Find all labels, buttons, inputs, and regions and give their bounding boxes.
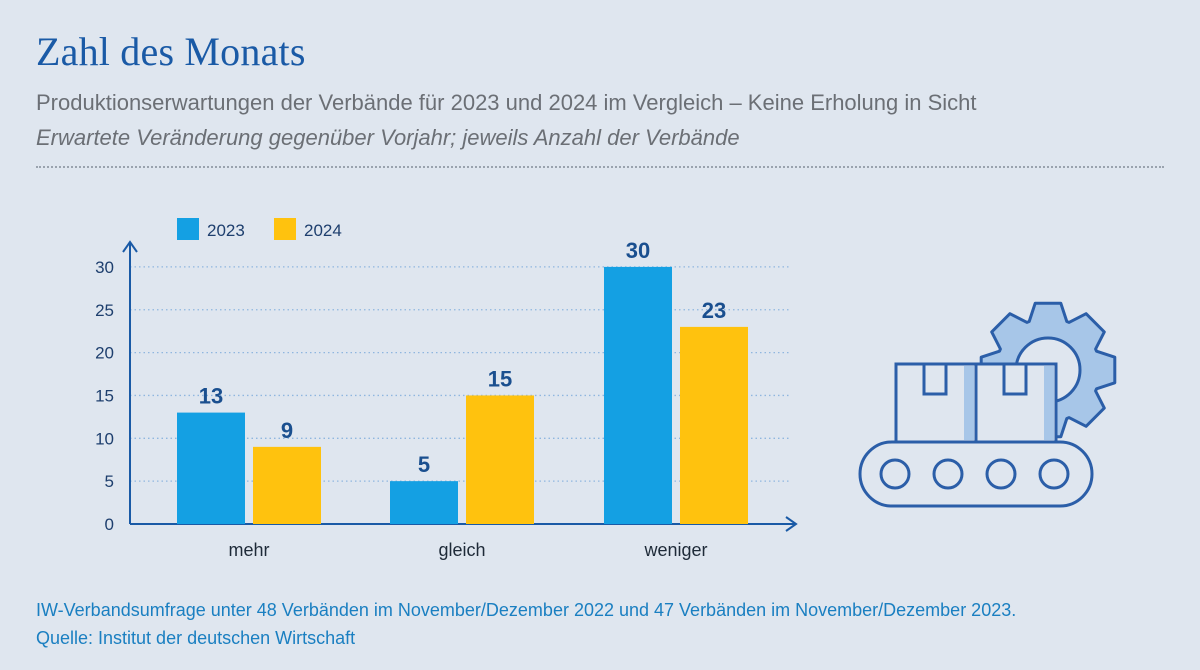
box-tape	[1002, 364, 1028, 396]
conveyor-belt	[858, 440, 1094, 508]
y-tick-label: 25	[95, 301, 114, 320]
x-category-label: mehr	[228, 540, 269, 560]
data-label: 30	[626, 238, 650, 263]
chart-description: Erwartete Veränderung gegenüber Vorjahr;…	[36, 125, 740, 150]
x-axis-arrow	[785, 516, 798, 532]
roller-1	[879, 458, 911, 490]
y-tick-label: 15	[95, 386, 114, 405]
data-label: 23	[702, 298, 726, 323]
x-category-label: weniger	[643, 540, 707, 560]
box-tape	[922, 364, 948, 396]
bar-2024-mehr	[253, 446, 321, 524]
data-label: 15	[488, 366, 512, 391]
bar-2024-gleich	[466, 395, 534, 524]
x-category-label: gleich	[438, 540, 485, 560]
y-tick-label: 0	[105, 515, 114, 534]
roller-4	[1038, 458, 1070, 490]
bar-2023-gleich	[390, 481, 458, 524]
bar-2024-weniger	[680, 326, 748, 524]
conveyor-belt-boxes-gear-icon	[858, 301, 1117, 508]
data-label: 5	[418, 452, 430, 477]
y-tick-label: 5	[105, 472, 114, 491]
data-label: 13	[199, 384, 223, 409]
roller-3	[985, 458, 1017, 490]
y-tick-label: 20	[95, 344, 114, 363]
box-shadow	[964, 366, 974, 440]
roller-2	[932, 458, 964, 490]
source-note: Quelle: Institut der deutschen Wirtschaf…	[36, 628, 356, 648]
header-divider	[36, 166, 1164, 168]
y-tick-label: 10	[95, 429, 114, 448]
y-tick-label: 30	[95, 258, 114, 277]
legend-label: 2023	[207, 221, 245, 240]
legend-swatch-2024	[274, 218, 296, 240]
bar-2023-mehr	[177, 412, 245, 524]
page-title: Zahl des Monats	[36, 29, 306, 74]
data-label: 9	[281, 418, 293, 443]
bar-2023-weniger	[604, 266, 672, 524]
chart-subtitle: Produktionserwartungen der Verbände für …	[36, 90, 977, 115]
legend-label: 2024	[304, 221, 342, 240]
y-axis-arrow	[122, 240, 138, 253]
footnote: IW-Verbandsumfrage unter 48 Verbänden im…	[36, 600, 1017, 620]
box-shadow	[1044, 366, 1054, 440]
legend-swatch-2023	[177, 218, 199, 240]
